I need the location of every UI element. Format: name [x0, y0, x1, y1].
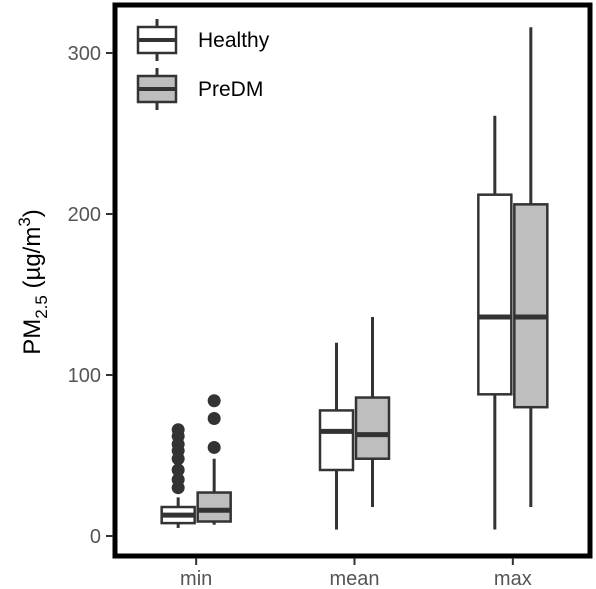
outlier-healthy-min-1: [171, 473, 185, 487]
box-predm-max: [513, 203, 549, 409]
x-tick-label-min: min: [180, 568, 212, 589]
legend: Healthy PreDM: [136, 19, 270, 110]
x-tick-label-mean: mean: [329, 568, 379, 589]
outlier-predm-min-0: [207, 440, 221, 454]
x-tick-label-max: max: [494, 568, 532, 589]
y-tick-label-200: 200: [68, 204, 101, 226]
axes: 0 100 200 300 min mean max: [68, 2, 593, 589]
outlier-predm-min-2: [207, 394, 221, 408]
outlier-healthy-min-2: [171, 463, 185, 477]
box-predm-min: [196, 491, 232, 523]
box-healthy-max: [477, 193, 513, 396]
y-axis-title: PM2.5 (µg/m3): [15, 209, 51, 355]
box-healthy-mean: [318, 409, 355, 472]
legend-label-healthy: Healthy: [198, 29, 270, 52]
y-axis-title-text: PM2.5 (µg/m3): [15, 209, 51, 355]
box-predm-mean: [354, 396, 391, 460]
y-tick-label-0: 0: [90, 526, 101, 548]
legend-item-predm: PreDM: [136, 68, 263, 110]
plot-panel-border: [112, 2, 593, 559]
plot-content: [160, 27, 549, 530]
outlier-healthy-min-7: [171, 423, 185, 437]
legend-item-healthy: Healthy: [136, 19, 270, 61]
outlier-predm-min-1: [207, 411, 221, 425]
y-tick-label-100: 100: [68, 365, 101, 387]
y-tick-label-300: 300: [68, 43, 101, 65]
legend-label-predm: PreDM: [198, 78, 263, 101]
